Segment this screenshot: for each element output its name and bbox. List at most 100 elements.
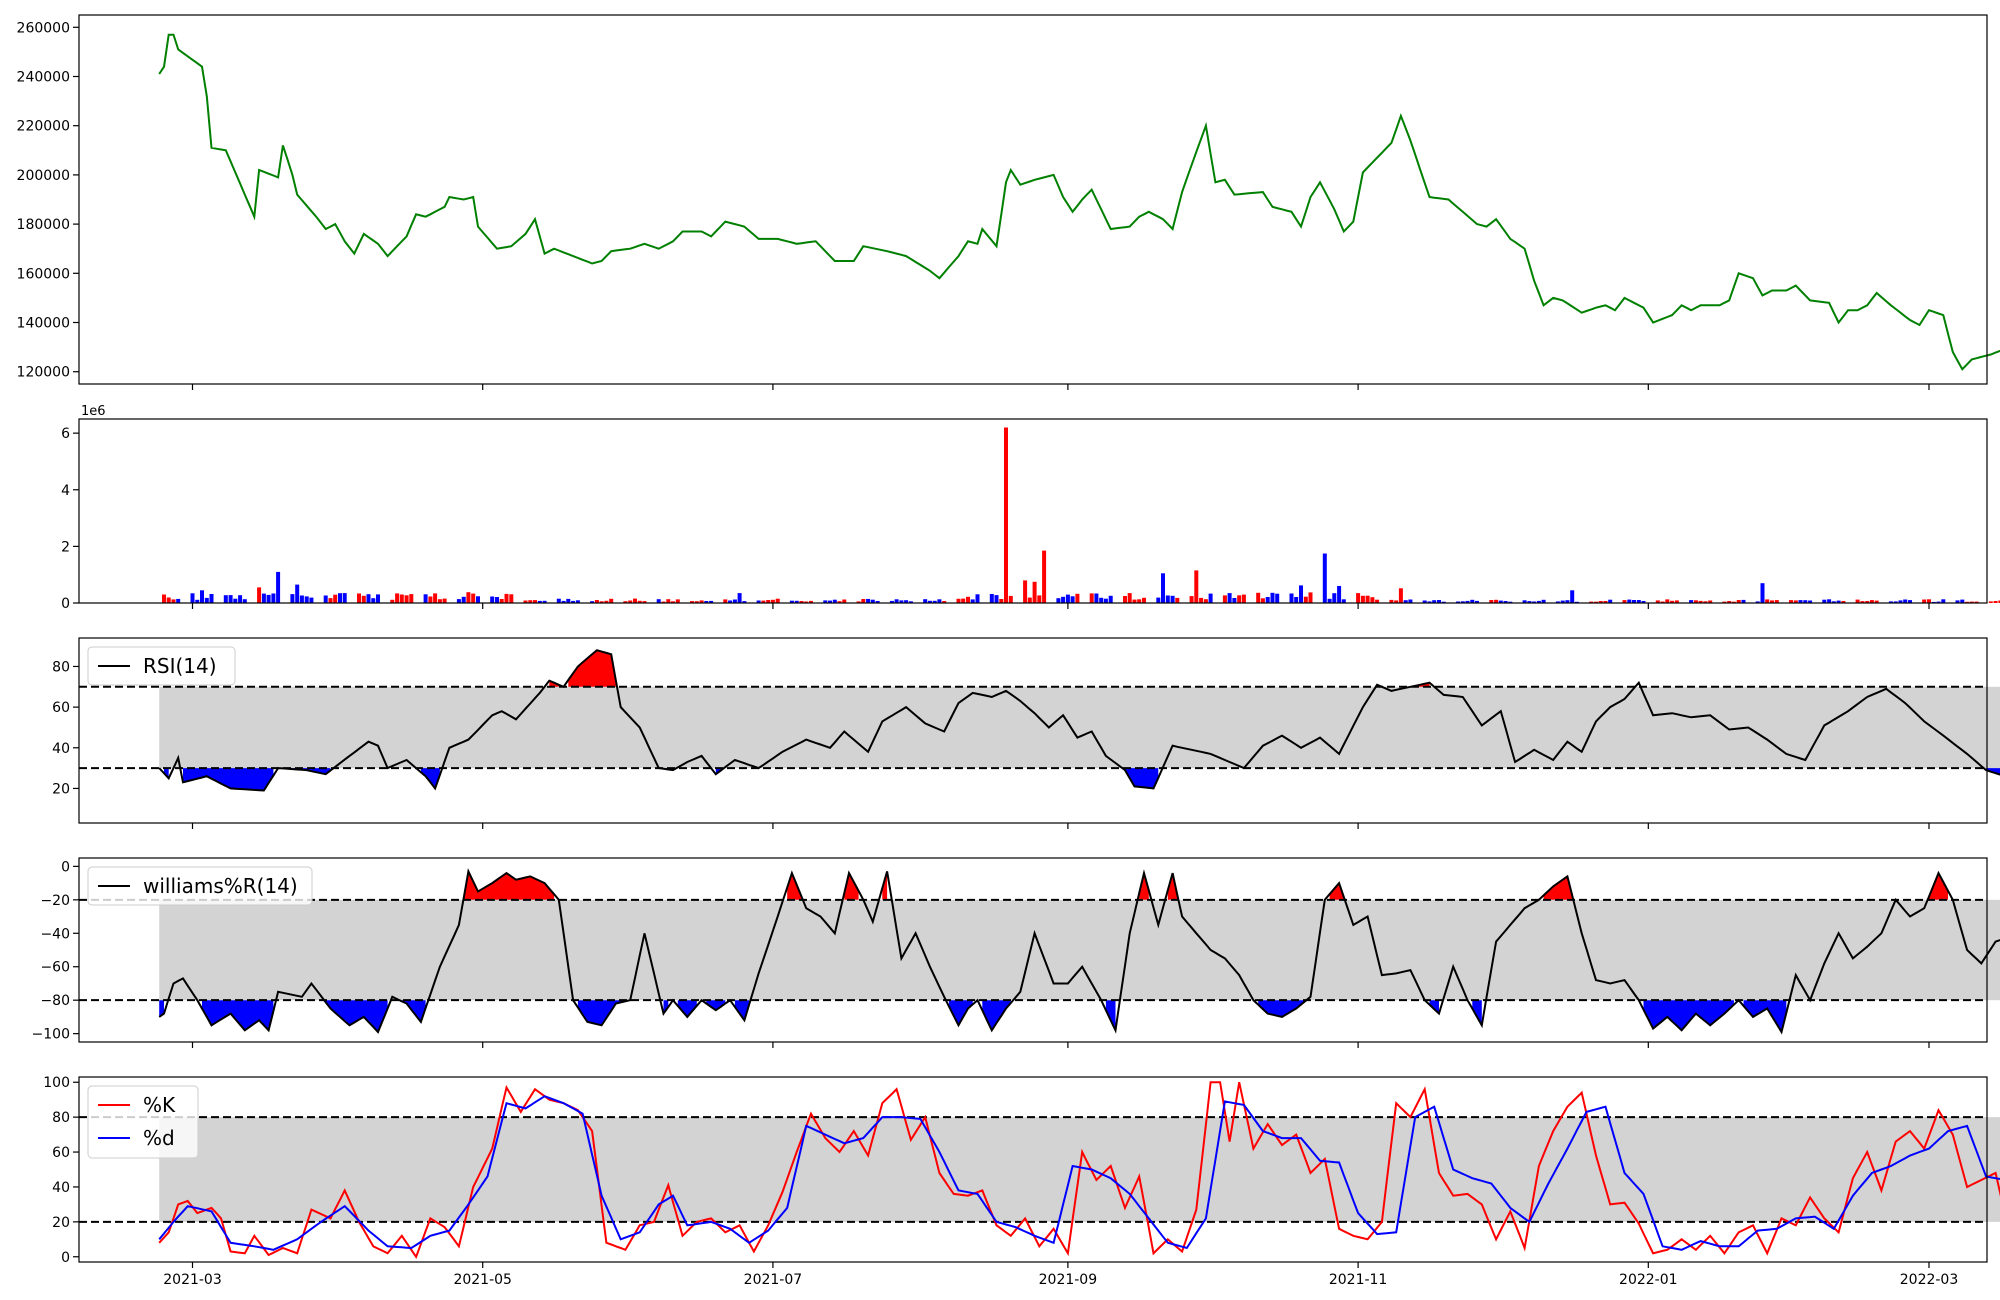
volume-bar (1836, 600, 1841, 603)
volume-bar (1170, 595, 1175, 603)
volume-bar (176, 598, 181, 603)
volume-bar (789, 600, 794, 603)
volume-bar (690, 601, 694, 603)
volume-bar (490, 596, 495, 603)
volume-bar (399, 594, 404, 603)
y-tick-label: 4 (61, 483, 70, 499)
volume-bar (1570, 590, 1575, 603)
rsi-overbought-fill (568, 650, 616, 687)
volume-bar (395, 593, 400, 603)
y-tick-label: −20 (40, 893, 70, 909)
volume-bar (1489, 600, 1494, 603)
volume-bar (666, 599, 671, 603)
volume-bar (1560, 600, 1565, 603)
volume-bar (1770, 600, 1774, 603)
volume-bar (1698, 600, 1703, 603)
volume-bar (523, 600, 528, 603)
volume-bar (1941, 599, 1946, 603)
volume-bar (1475, 600, 1479, 603)
y-tick-label: 180000 (17, 217, 70, 233)
volume-bar (770, 599, 775, 603)
williams-oversold-fill (159, 1000, 164, 1017)
williams-overbought-fill (1929, 873, 1948, 900)
volume-bar (1855, 599, 1860, 603)
y-tick-label: −100 (32, 1027, 70, 1043)
volume-bar (1165, 595, 1170, 603)
volume-bar (1341, 599, 1346, 603)
volume-bar (1541, 599, 1546, 603)
volume-bar (923, 599, 928, 603)
volume-bar (870, 599, 875, 603)
volume-bar (1703, 601, 1708, 603)
volume-bar (937, 599, 942, 603)
volume-bar (371, 598, 376, 603)
y-tick-label: 0 (61, 859, 70, 875)
volume-bar (1470, 599, 1475, 603)
volume-bar (266, 594, 271, 603)
x-tick-label: 2021-05 (453, 1272, 512, 1288)
volume-bar (671, 601, 675, 603)
volume-bar (594, 600, 599, 603)
rsi-legend: RSI(14) (87, 646, 236, 686)
volume-bar (1232, 598, 1237, 603)
volume-bar (1936, 601, 1941, 603)
volume-bar (1565, 600, 1570, 603)
volume-bar (842, 599, 847, 603)
volume-bar (1294, 597, 1299, 603)
volume-bar (1803, 600, 1808, 603)
volume-bar (456, 599, 461, 603)
volume-bar (1023, 580, 1028, 603)
volume-bar (575, 600, 580, 603)
volume-bar (1532, 601, 1537, 603)
volume-bar (1398, 588, 1403, 603)
volume-bar (1865, 601, 1870, 603)
volume-bar (1222, 595, 1227, 603)
volume-bar (961, 598, 966, 603)
volume-bar (409, 594, 414, 603)
volume-bar (423, 594, 428, 603)
volume-bar (1375, 599, 1380, 603)
williams-overbought-fill (1543, 876, 1573, 900)
x-tick-label: 2021-07 (744, 1272, 803, 1288)
volume-bar (1042, 550, 1047, 603)
williams-r-panel: −100 −80 −60 −40 −20 0 williams%R(14) (32, 857, 2000, 1048)
volume-bar (162, 594, 166, 603)
volume-bar (1727, 601, 1732, 603)
williams-line (158, 868, 2000, 1035)
volume-bar (1993, 601, 1998, 603)
y-tick-label: 20 (52, 1215, 70, 1231)
volume-bar (775, 598, 780, 603)
y-tick-label: 240000 (17, 70, 70, 86)
volume-panel: 1e6 0 2 4 6 (61, 404, 2000, 612)
volume-bar (1161, 573, 1165, 603)
volume-bar (276, 571, 281, 603)
volume-bar (1722, 601, 1727, 603)
rsi-neutral-band (159, 686, 2000, 769)
volume-bar (190, 593, 195, 603)
volume-bar (823, 600, 828, 603)
volume-bar (1869, 600, 1874, 603)
volume-bar (1099, 597, 1104, 603)
volume-bar (1674, 600, 1679, 603)
volume-bar (195, 599, 200, 603)
volume-bar (1798, 600, 1803, 603)
volume-bar (1142, 597, 1146, 603)
volume-bar (1137, 599, 1142, 603)
y-tick-label: 80 (52, 659, 70, 675)
volume-bar (908, 601, 913, 603)
volume-bar (357, 593, 361, 603)
stoch-legend-label: %d (143, 1126, 175, 1150)
volume-bar (504, 593, 509, 603)
stoch-d-line (158, 1095, 2000, 1251)
volume-bar (200, 590, 204, 603)
williams-oversold-fill (1743, 1000, 1787, 1032)
volume-bar (1841, 601, 1846, 603)
volume-bar (304, 596, 309, 603)
volume-bar (1175, 597, 1180, 603)
volume-bar (499, 599, 504, 603)
volume-bar (1693, 600, 1698, 603)
williams-overbought-fill (463, 871, 555, 900)
volume-bar (1256, 592, 1261, 603)
volume-bar (656, 599, 661, 603)
y-tick-label: 20 (52, 781, 70, 797)
